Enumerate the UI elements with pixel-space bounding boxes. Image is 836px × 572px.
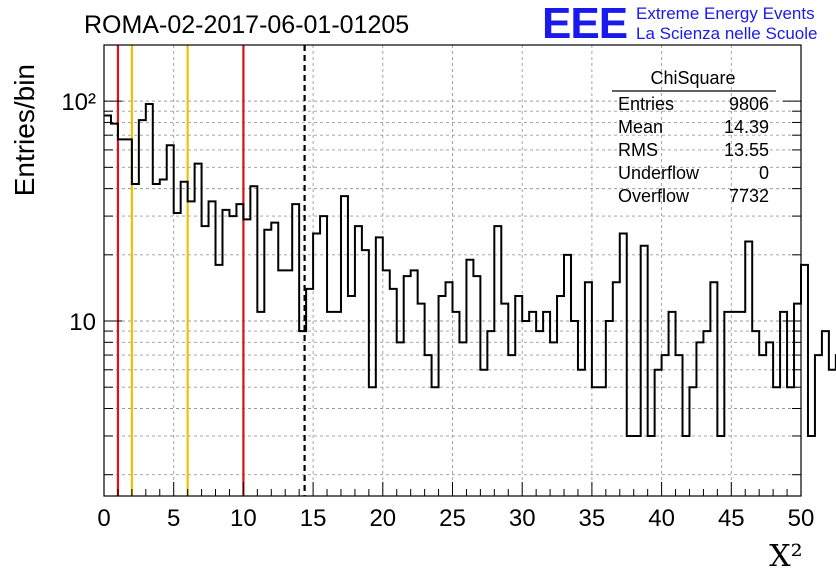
stats-box: ChiSquare Entries 9806 Mean 14.39 RMS 13.55 Un…	[612, 68, 776, 206]
stats-value: 7732	[729, 186, 769, 206]
stats-label: Mean	[618, 117, 663, 137]
tick-labels: 0 5 10 15 20 25 30 35 40 45 50 10 10²	[61, 89, 814, 532]
x-tick-label: 45	[718, 505, 745, 532]
marker-lines	[116, 45, 306, 496]
logo-tagline-2: La Scienza nelle Scuole	[636, 24, 818, 43]
x-tick-label: 50	[788, 505, 815, 532]
stats-value: 14.39	[724, 117, 769, 137]
stats-label: RMS	[618, 140, 658, 160]
eee-logo: EEE Extreme Energy Events La Scienza nel…	[542, 2, 832, 46]
logo-tagline-1: Extreme Energy Events	[636, 4, 815, 23]
x-tick-label: 20	[369, 505, 396, 532]
stats-value: 13.55	[724, 140, 769, 160]
y-tick-label: 10²	[61, 89, 96, 116]
axis-ticks	[103, 100, 802, 496]
x-tick-label: 40	[648, 505, 675, 532]
stats-value: 9806	[729, 94, 769, 114]
x-tick-label: 25	[439, 505, 466, 532]
stats-label: Overflow	[618, 186, 690, 206]
x-tick-label: 10	[230, 505, 257, 532]
stats-value: 0	[759, 163, 769, 183]
stats-label: Underflow	[618, 163, 700, 183]
y-tick-label: 10	[69, 309, 96, 336]
x-tick-label: 30	[509, 505, 536, 532]
stats-label: Entries	[618, 94, 674, 114]
x-tick-label: 35	[579, 505, 606, 532]
stats-name: ChiSquare	[650, 68, 735, 88]
chart-title: ROMA-02-2017-06-01-01205	[84, 11, 409, 39]
y-axis-label: Entries/bin	[9, 64, 40, 196]
histogram-step-line	[104, 103, 836, 437]
histogram-series	[104, 103, 836, 437]
grid	[104, 45, 801, 496]
x-axis-label: X²	[769, 539, 802, 572]
x-tick-label: 0	[97, 505, 110, 532]
eee-logo-mark: EEE	[542, 0, 628, 48]
x-tick-label: 5	[167, 505, 180, 532]
x-tick-label: 15	[300, 505, 327, 532]
